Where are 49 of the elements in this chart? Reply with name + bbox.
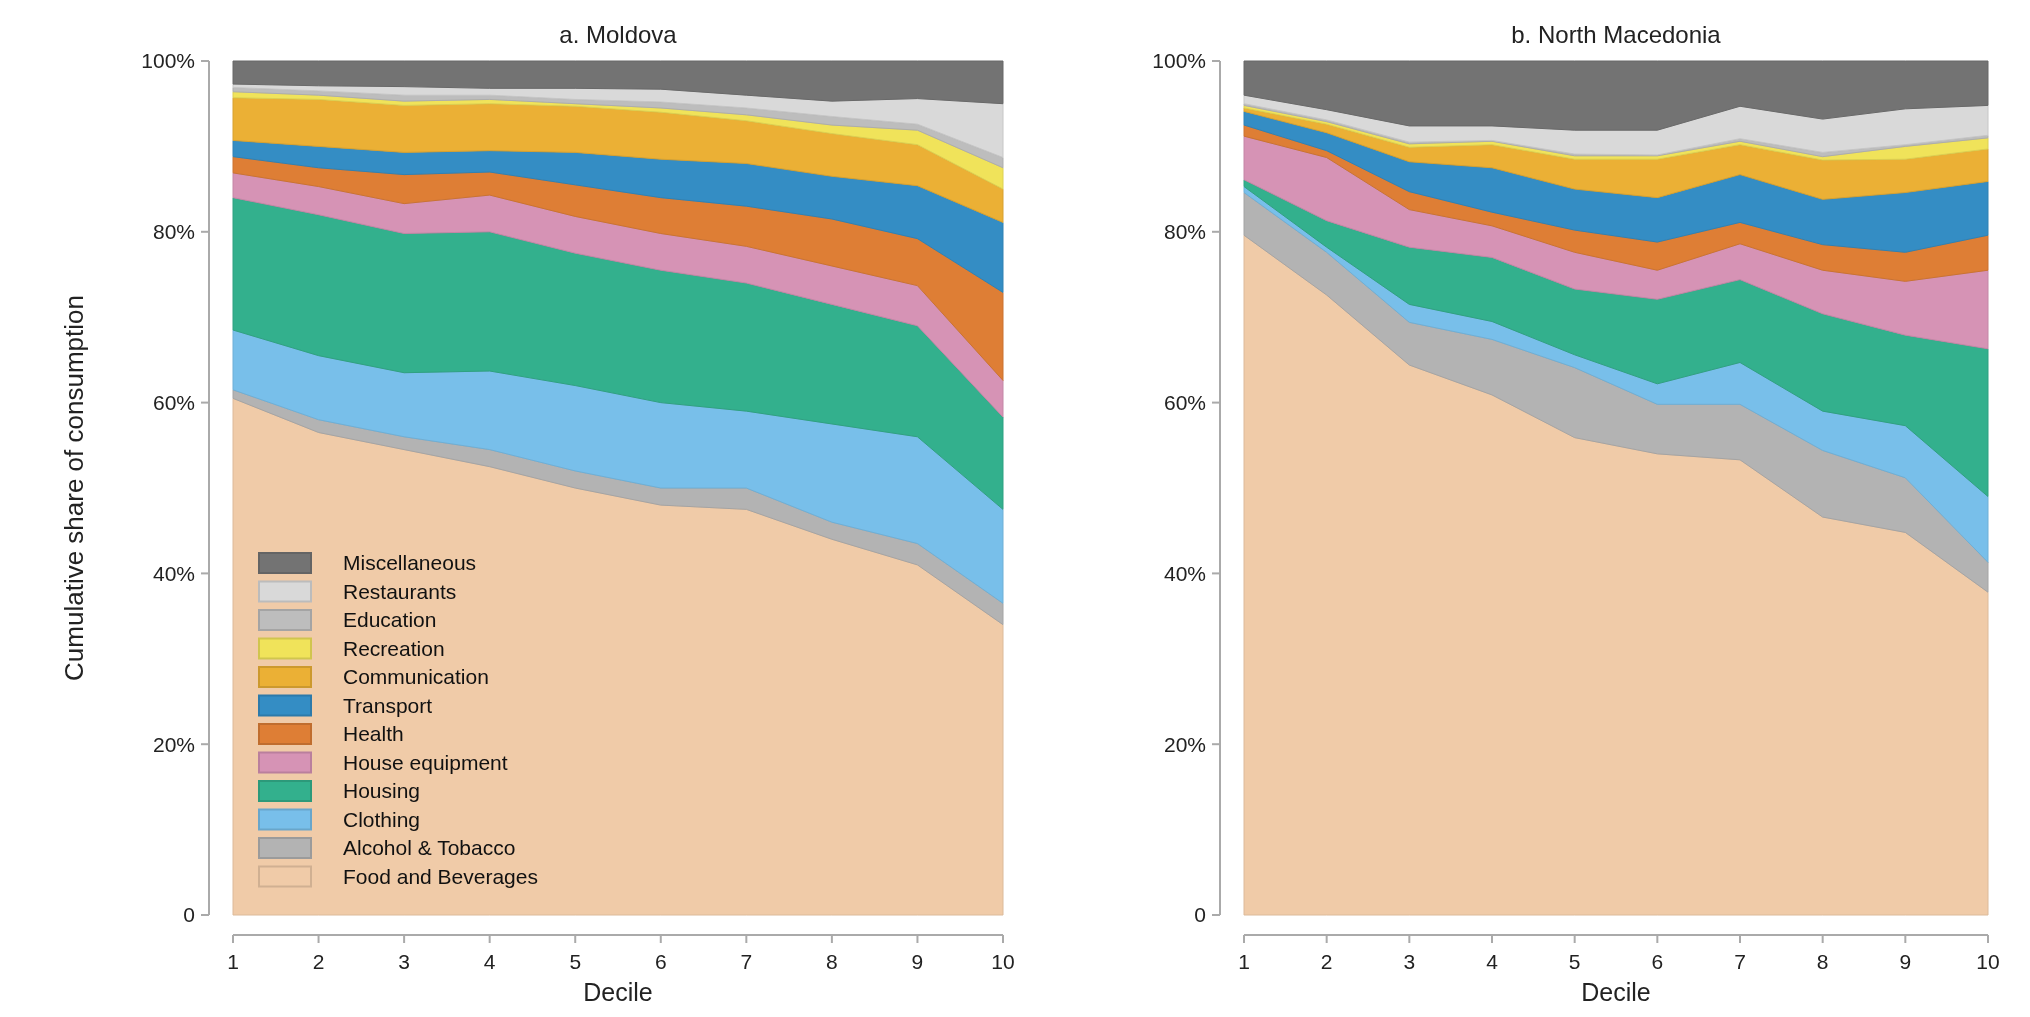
y-axis-title: Cumulative share of consumption bbox=[59, 295, 89, 681]
y-tick-label: 60% bbox=[152, 390, 195, 414]
y-tick-label: 20% bbox=[1163, 732, 1206, 756]
legend-label: Clothing bbox=[343, 807, 421, 831]
legend-label: Restaurants bbox=[343, 579, 457, 603]
x-tick-label: 5 bbox=[569, 950, 582, 973]
y-tick-label: 100% bbox=[1152, 49, 1206, 73]
x-tick-label: 2 bbox=[312, 950, 325, 973]
x-tick-label: 1 bbox=[227, 950, 239, 973]
x-tick-label: 4 bbox=[1486, 950, 1499, 973]
x-axis-title: Decile bbox=[1581, 978, 1651, 1006]
x-tick-label: 3 bbox=[1403, 950, 1416, 973]
x-tick-label: 10 bbox=[1976, 950, 2000, 973]
legend-label: Recreation bbox=[343, 636, 445, 660]
x-tick-label: 7 bbox=[740, 950, 753, 973]
legend-label: Communication bbox=[343, 665, 489, 688]
y-tick-label: 80% bbox=[152, 220, 195, 244]
x-tick-label: 5 bbox=[1568, 950, 1581, 973]
legend-label: Alcohol & Tobacco bbox=[343, 836, 516, 859]
y-tick-label: 40% bbox=[1163, 561, 1206, 585]
y-tick-label: 80% bbox=[1163, 220, 1206, 244]
legend-label: Transport bbox=[343, 693, 433, 717]
y-tick-label: 40% bbox=[152, 561, 195, 585]
x-tick-label: 7 bbox=[1734, 950, 1746, 973]
x-tick-label: 2 bbox=[1320, 950, 1333, 973]
legend-label: Housing bbox=[343, 779, 421, 802]
chart-title: a. Moldova bbox=[559, 21, 678, 48]
y-tick-label: 0 bbox=[183, 903, 195, 927]
x-tick-label: 8 bbox=[826, 950, 838, 973]
x-tick-label: 6 bbox=[1651, 950, 1664, 973]
x-tick-label: 10 bbox=[991, 950, 1015, 973]
x-tick-label: 9 bbox=[911, 950, 924, 973]
legend-label: Education bbox=[343, 608, 437, 631]
x-tick-label: 1 bbox=[1238, 950, 1250, 973]
x-axis-title: Decile bbox=[583, 978, 653, 1006]
legend-label: House equipment bbox=[343, 750, 508, 774]
x-tick-label: 3 bbox=[398, 950, 410, 973]
y-tick-label: 0 bbox=[1194, 903, 1206, 927]
legend-label: Miscellaneous bbox=[343, 551, 477, 574]
x-tick-label: 9 bbox=[1899, 950, 1912, 973]
y-tick-label: 20% bbox=[152, 732, 195, 756]
y-tick-label: 60% bbox=[1163, 390, 1206, 414]
chart-title: b. North Macedonia bbox=[1511, 21, 1722, 48]
x-tick-label: 6 bbox=[654, 950, 667, 973]
legend-label: Health bbox=[343, 722, 404, 745]
x-tick-label: 8 bbox=[1816, 950, 1829, 973]
y-tick-label: 100% bbox=[141, 49, 195, 73]
x-tick-label: 4 bbox=[483, 950, 496, 973]
legend-label: Food and Beverages bbox=[343, 864, 538, 888]
